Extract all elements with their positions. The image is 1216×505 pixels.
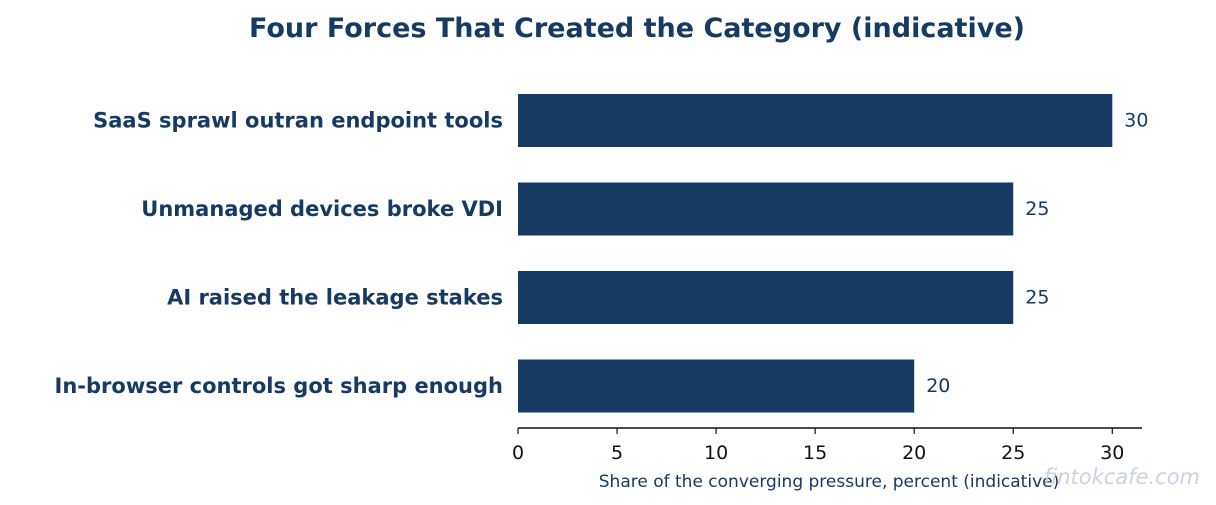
x-tick-label: 10	[704, 442, 728, 464]
bar	[518, 94, 1113, 147]
chart-title: Four Forces That Created the Category (i…	[249, 13, 1025, 44]
value-labels: 30 25 25 20	[926, 110, 1148, 398]
x-tick-label: 20	[902, 442, 926, 464]
x-tick-label: 0	[512, 442, 524, 464]
x-tick-label: 5	[611, 442, 623, 464]
category-labels: SaaS sprawl outran endpoint tools Unmanag…	[55, 109, 503, 399]
bar	[518, 359, 915, 413]
bar	[518, 182, 1014, 236]
x-axis-ticks: 0 5 10 15 20 25 30	[512, 428, 1124, 464]
category-label: SaaS sprawl outran endpoint tools	[93, 109, 503, 133]
category-label: Unmanaged devices broke VDI	[141, 197, 503, 221]
watermark: fintokcafe.com	[1044, 465, 1200, 489]
x-tick-label: 15	[803, 442, 827, 464]
category-label: AI raised the leakage stakes	[167, 286, 503, 310]
x-tick-label: 30	[1100, 442, 1124, 464]
category-label: In-browser controls got sharp enough	[55, 374, 503, 398]
x-axis-title: Share of the converging pressure, percen…	[599, 472, 1059, 492]
x-tick-label: 25	[1001, 442, 1025, 464]
data-label: 30	[1124, 110, 1148, 132]
data-label: 20	[926, 375, 950, 397]
data-label: 25	[1025, 287, 1049, 309]
data-label: 25	[1025, 198, 1049, 220]
bars	[518, 94, 1113, 413]
bar	[518, 271, 1014, 324]
